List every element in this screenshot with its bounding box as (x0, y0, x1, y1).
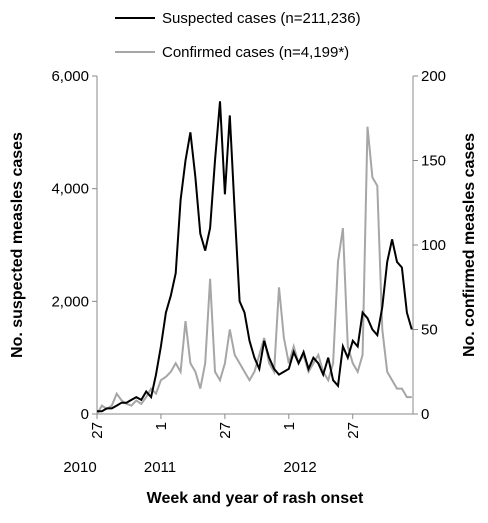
y2-tick-label: 0 (421, 406, 429, 423)
y-axis-title: No. suspected measles cases (9, 132, 26, 358)
legend-label: Confirmed cases (n=4,199*) (162, 44, 349, 61)
y2-tick-label: 150 (421, 153, 446, 170)
x-tick-label: 27 (89, 422, 106, 439)
y-tick-label: 2,000 (51, 293, 89, 310)
x-tick-label: 27 (345, 422, 362, 439)
x-tick-label: 1 (153, 422, 170, 430)
x-tick-label: 27 (217, 422, 234, 439)
y2-tick-label: 100 (421, 237, 446, 254)
y2-axis-title: No. confirmed measles cases (461, 133, 478, 357)
y2-tick-label: 200 (421, 68, 446, 85)
x-tick-label: 1 (281, 422, 298, 430)
y2-tick-label: 50 (421, 322, 438, 339)
series-line (97, 101, 413, 413)
y-tick-label: 6,000 (51, 68, 89, 85)
series-line (96, 126, 412, 415)
y-tick-label: 4,000 (51, 181, 89, 198)
year-label: 2012 (283, 459, 316, 476)
year-label: 2010 (63, 459, 96, 476)
year-label: 2011 (144, 459, 176, 476)
x-axis-title: Week and year of rash onset (147, 490, 364, 507)
y-tick-label: 0 (81, 406, 89, 423)
legend-label: Suspected cases (n=211,236) (162, 10, 361, 27)
